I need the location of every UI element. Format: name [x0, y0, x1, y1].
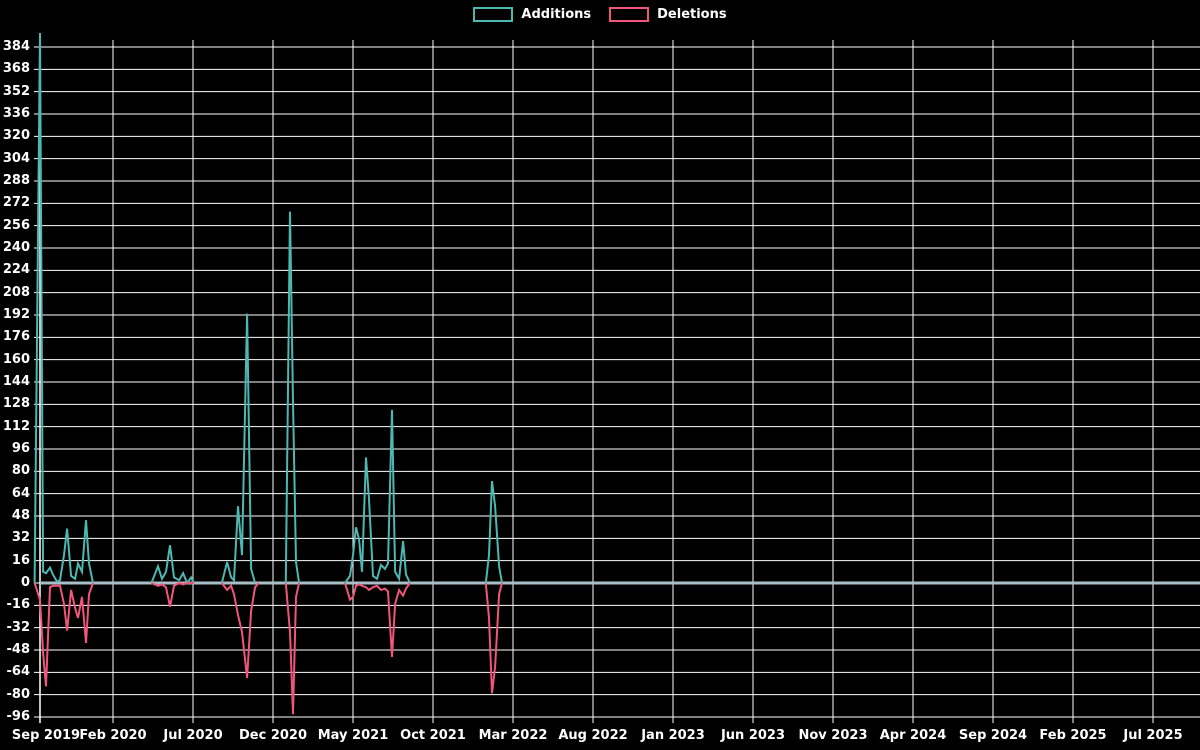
x-tick-label: Sep 2024 — [958, 728, 1028, 743]
y-tick-label: -16 — [6, 597, 31, 613]
y-tick-label: 352 — [2, 83, 30, 99]
y-tick-label: 128 — [2, 396, 30, 412]
x-tick-label: Mar 2022 — [478, 728, 548, 743]
y-tick-label: 368 — [2, 61, 30, 77]
y-tick-label: 336 — [2, 106, 30, 121]
legend-label-additions: Additions — [521, 7, 592, 22]
additions-swatch-icon — [473, 7, 514, 22]
additions-series-line — [344, 409, 411, 584]
y-tick-label: 256 — [2, 217, 30, 233]
x-tick-label: Sep 2019 — [11, 728, 81, 743]
x-tick-label: Jun 2023 — [720, 728, 786, 743]
y-tick-label: -80 — [6, 686, 31, 702]
y-tick-label: 288 — [2, 173, 30, 188]
legend-label-deletions: Deletions — [657, 7, 727, 22]
y-tick-label: 176 — [2, 329, 30, 345]
deletions-series-line — [33, 582, 94, 687]
x-tick-label: Feb 2020 — [79, 728, 147, 743]
x-tick-label: Aug 2022 — [558, 728, 628, 743]
y-tick-label: 144 — [2, 374, 30, 389]
x-tick-label: May 2021 — [317, 728, 389, 743]
legend-item-additions[interactable]: Additions — [473, 6, 591, 23]
y-tick-label: 320 — [2, 128, 30, 144]
y-tick-label: -48 — [6, 641, 31, 657]
x-tick-label: Oct 2021 — [400, 728, 466, 743]
y-tick-label: 48 — [11, 508, 30, 523]
additions-series-line — [284, 211, 301, 584]
deletions-series-line — [344, 582, 411, 658]
y-tick-label: 240 — [2, 240, 30, 255]
chart-legend: Additions Deletions — [0, 6, 1200, 23]
x-tick-label: Feb 2025 — [1039, 728, 1107, 743]
additions-series-line — [220, 313, 257, 584]
y-tick-label: -96 — [6, 708, 31, 724]
y-tick-label: 96 — [11, 441, 30, 456]
additions-series-line — [484, 480, 503, 584]
y-tick-label: 224 — [2, 262, 30, 278]
deletions-series-line — [484, 582, 503, 694]
y-tick-label: 160 — [2, 351, 30, 367]
y-tick-label: 112 — [2, 418, 30, 434]
y-tick-label: -64 — [6, 664, 31, 680]
y-tick-label: 16 — [11, 552, 30, 568]
x-tick-label: Apr 2024 — [879, 728, 947, 743]
y-tick-label: 208 — [2, 284, 30, 300]
y-tick-label: 64 — [11, 485, 30, 501]
deletions-swatch-icon — [609, 7, 650, 22]
legend-item-deletions[interactable]: Deletions — [609, 6, 727, 23]
y-tick-label: 32 — [11, 530, 30, 546]
x-tick-label: Jan 2023 — [641, 728, 705, 743]
x-tick-label: Dec 2020 — [238, 728, 308, 743]
y-tick-label: 192 — [2, 307, 30, 322]
deletions-series-line — [284, 582, 301, 715]
y-tick-label: 304 — [2, 150, 30, 166]
deletions-series-line — [221, 582, 260, 679]
deletions-series-line — [151, 581, 194, 607]
y-tick-label: 80 — [11, 463, 30, 479]
y-tick-label: 0 — [20, 575, 30, 590]
additions-series-line — [33, 32, 94, 584]
x-tick-label: Jul 2020 — [163, 728, 223, 743]
x-tick-label: Nov 2023 — [798, 728, 868, 743]
y-tick-label: 384 — [2, 39, 30, 54]
y-tick-label: -32 — [6, 619, 31, 635]
y-tick-label: 272 — [2, 195, 30, 211]
additions-series-line — [150, 545, 195, 586]
x-tick-label: Jul 2025 — [1123, 728, 1183, 743]
